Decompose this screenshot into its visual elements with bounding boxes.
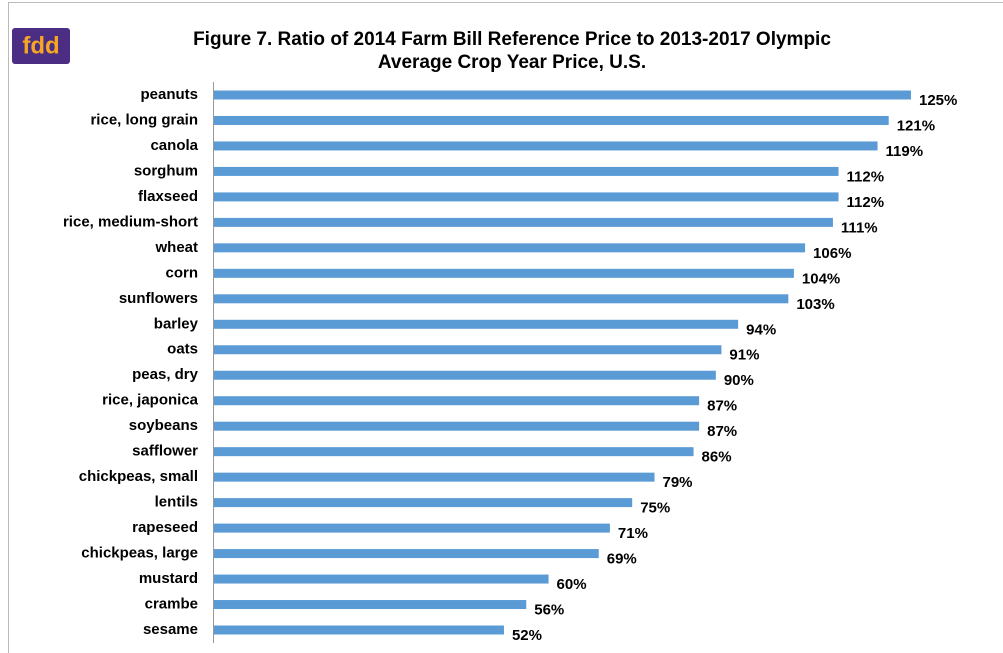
value-label: 75% [640,500,670,517]
bar [214,600,527,610]
value-label: 112% [847,168,885,185]
bar [214,345,722,355]
value-label: 121% [897,117,935,134]
chart-title: Average Crop Year Price, U.S. [378,52,646,73]
logo: fdd [22,32,59,59]
category-label: rice, medium-short [63,213,198,230]
value-label: 91% [729,347,759,364]
value-label: 86% [702,449,732,466]
chart-frame [8,2,1003,653]
bar [214,498,633,508]
bar [214,192,839,202]
category-label: lentils [155,494,198,511]
bar [214,447,694,457]
category-label: wheat [154,239,198,256]
value-label: 56% [534,601,564,618]
category-label: peas, dry [132,366,199,383]
category-label: soybeans [129,417,198,434]
category-label: mustard [139,570,198,587]
bar [214,90,911,100]
value-label: 60% [557,576,587,593]
bar [214,166,839,176]
bar [214,421,700,431]
value-label: 79% [663,474,693,491]
category-label: barley [154,315,199,332]
bar [214,472,655,482]
bar [214,549,599,559]
value-label: 104% [802,270,840,287]
category-label: peanuts [140,86,198,103]
value-label: 87% [707,398,737,415]
bar [214,396,700,406]
category-label: sunflowers [119,290,198,307]
category-label: flaxseed [138,188,198,205]
category-label: rice, long grain [90,111,198,128]
value-label: 90% [724,372,754,389]
category-label: chickpeas, small [79,468,198,485]
category-label: chickpeas, large [81,545,198,562]
value-label: 69% [607,551,637,568]
value-label: 111% [841,219,878,236]
bar [214,294,789,304]
value-label: 119% [886,143,924,160]
value-label: 125% [919,92,957,109]
category-label: sesame [143,621,198,638]
category-label: oats [167,341,198,358]
chart-title: Figure 7. Ratio of 2014 Farm Bill Refere… [193,29,831,50]
bar [214,141,878,151]
value-label: 112% [847,194,885,211]
bar [214,217,833,227]
bar [214,268,794,278]
bar [214,319,739,329]
bar [214,115,889,125]
value-label: 71% [618,525,648,542]
value-label: 52% [512,627,542,644]
logo-box [12,28,70,64]
bar [214,523,610,533]
value-label: 87% [707,423,737,440]
category-label: corn [165,264,198,281]
category-label: sorghum [134,162,198,179]
value-label: 103% [796,296,834,313]
category-label: crambe [145,595,198,612]
bar [214,625,504,635]
category-label: rice, japonica [102,392,199,409]
bar [214,243,806,253]
category-label: rapeseed [132,519,198,536]
category-label: canola [150,137,198,154]
bar [214,574,549,584]
bar [214,370,716,380]
value-label: 106% [813,245,851,262]
category-label: safflower [132,443,198,460]
value-label: 94% [746,321,776,338]
